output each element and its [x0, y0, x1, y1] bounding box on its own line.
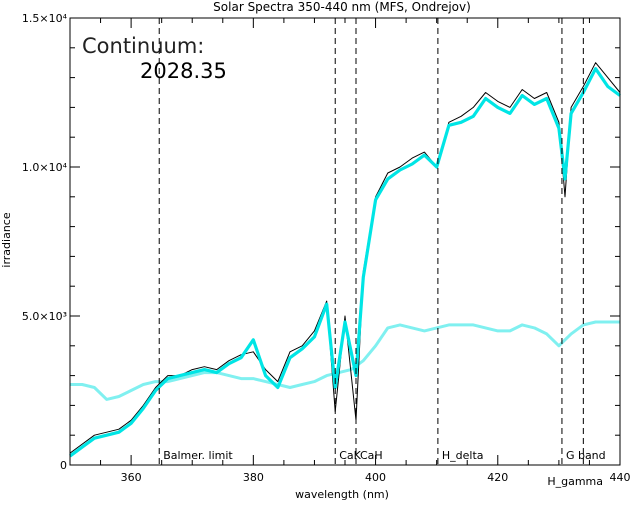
annotation-label-3: H_delta: [442, 449, 484, 462]
annotation-label-5: H_gamma: [547, 475, 603, 488]
annotations: Balmer. limit CaK CaH H_delta G band H_gamma: [158, 18, 606, 488]
y-tick-label: 1.0×10⁴: [22, 161, 68, 174]
annotation-label-2: CaH: [360, 449, 383, 462]
x-tick-label: 400: [365, 471, 386, 484]
x-tick-label: 360: [121, 471, 142, 484]
plot-area: [69, 62, 621, 458]
y-tick-label: 1.5×10⁴: [22, 12, 68, 25]
plot-frame: [69, 17, 621, 466]
y-tick-label: 5.0×10³: [22, 310, 67, 323]
x-axis-title: wavelength (nm): [295, 488, 389, 501]
annotation-label-0: Balmer. limit: [163, 449, 233, 462]
annotation-label-4: G band: [566, 449, 606, 462]
series-line-raw: [69, 62, 621, 454]
x-tick-label: 420: [487, 471, 508, 484]
chart-title: Solar Spectra 350-440 nm (MFS, Ondrejov): [213, 0, 471, 14]
y-axis-title: irradiance: [0, 212, 13, 267]
annotation-label-1: CaK: [339, 449, 361, 462]
continuum-label: Continuum:: [82, 34, 204, 58]
series-line-smoothed: [69, 67, 621, 458]
y-tick-label: 0: [60, 459, 67, 472]
series-line-reference: [70, 320, 620, 401]
x-tick-label: 440: [610, 471, 631, 484]
x-tick-label: 380: [243, 471, 264, 484]
axes: 360 380 400 420 440 0 5.0×10³ 1.0×10⁴ 1.5×10⁴: [22, 12, 631, 484]
continuum-value: 2028.35: [140, 59, 227, 83]
